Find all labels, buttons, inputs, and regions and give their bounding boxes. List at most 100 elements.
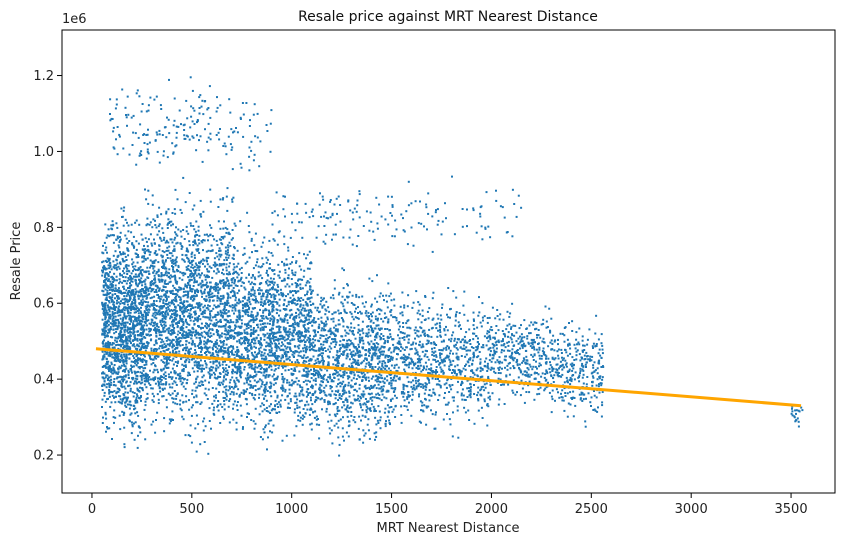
scatter-point (179, 326, 182, 329)
scatter-point (166, 303, 169, 306)
scatter-point (134, 421, 137, 424)
scatter-point (231, 368, 234, 371)
scatter-point (125, 362, 128, 365)
scatter-point (278, 270, 281, 273)
scatter-point (125, 354, 128, 357)
scatter-point (165, 300, 168, 303)
scatter-point (141, 248, 144, 251)
scatter-point (130, 303, 133, 306)
scatter-point (291, 272, 294, 274)
scatter-point (212, 344, 215, 347)
scatter-point (243, 382, 246, 385)
scatter-point (216, 313, 219, 316)
scatter-point (188, 361, 191, 364)
scatter-point (161, 306, 164, 309)
scatter-point (172, 312, 175, 315)
scatter-point (117, 324, 120, 327)
scatter-point (285, 434, 288, 437)
scatter-point (111, 314, 114, 317)
scatter-point (110, 300, 113, 303)
scatter-point (213, 376, 216, 379)
scatter-point (193, 265, 196, 268)
scatter-point (116, 353, 119, 356)
scatter-point (206, 398, 209, 400)
scatter-point (196, 302, 199, 305)
scatter-point (103, 377, 106, 380)
scatter-point (177, 304, 180, 307)
scatter-point (223, 375, 226, 378)
scatter-point (137, 256, 140, 258)
scatter-point (167, 331, 170, 334)
scatter-point (131, 258, 134, 261)
scatter-point (247, 358, 250, 361)
scatter-point (245, 348, 247, 351)
scatter-point (188, 240, 191, 243)
scatter-point (135, 374, 138, 377)
scatter-point (249, 344, 252, 346)
scatter-point (215, 342, 218, 345)
scatter-point (195, 280, 198, 283)
scatter-point (106, 313, 109, 315)
scatter-point (225, 388, 228, 391)
scatter-point (247, 383, 250, 386)
scatter-point (295, 311, 297, 314)
scatter-point (162, 289, 165, 292)
scatter-point (216, 255, 219, 258)
scatter-point (159, 298, 162, 301)
scatter-point (266, 269, 268, 272)
scatter-point (275, 349, 278, 352)
scatter-point (283, 365, 286, 368)
scatter-point (125, 367, 128, 370)
scatter-point (234, 382, 237, 385)
scatter-point (192, 285, 195, 287)
scatter-point (296, 324, 299, 327)
scatter-point (156, 253, 159, 256)
scatter-point (269, 430, 271, 433)
scatter-point (148, 354, 151, 357)
scatter-point (259, 364, 262, 367)
scatter-point (213, 406, 215, 409)
scatter-point (259, 329, 262, 332)
scatter-point (163, 236, 166, 239)
scatter-point (190, 414, 193, 417)
scatter-point (226, 187, 229, 190)
scatter-point (134, 273, 137, 276)
scatter-point (190, 313, 193, 316)
scatter-point (171, 320, 173, 323)
scatter-point (205, 332, 208, 334)
scatter-point (277, 319, 280, 322)
scatter-point (222, 417, 225, 420)
scatter-point (209, 200, 212, 203)
scatter-point (273, 336, 276, 338)
scatter-point (108, 395, 111, 398)
scatter-point (201, 335, 204, 338)
scatter-point (203, 340, 206, 343)
scatter-point (270, 332, 273, 335)
scatter-point (230, 279, 233, 281)
scatter-point (163, 343, 166, 346)
scatter-point (289, 296, 292, 299)
scatter-point (123, 411, 125, 414)
scatter-point (117, 357, 120, 360)
scatter-point (224, 252, 227, 255)
scatter-point (213, 238, 216, 241)
scatter-point (265, 341, 268, 344)
scatter-point (140, 358, 143, 361)
scatter-point (225, 231, 228, 234)
scatter-point (120, 328, 123, 331)
scatter-point (144, 295, 146, 298)
scatter-point (255, 315, 258, 318)
scatter-point (240, 319, 243, 322)
scatter-point (258, 352, 261, 355)
scatter-point (149, 297, 152, 300)
scatter-point (118, 278, 121, 281)
scatter-point (162, 264, 165, 267)
scatter-point (119, 231, 122, 234)
scatter-point (268, 309, 270, 312)
scatter-point (297, 334, 300, 337)
scatter-point (273, 390, 276, 393)
scatter-point (206, 268, 209, 271)
scatter-point (147, 238, 150, 241)
scatter-point (137, 357, 139, 360)
scatter-point (118, 414, 121, 417)
